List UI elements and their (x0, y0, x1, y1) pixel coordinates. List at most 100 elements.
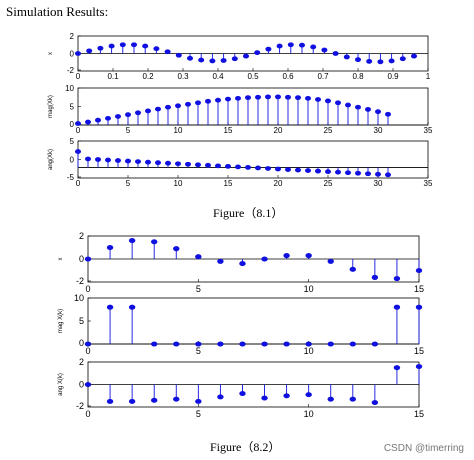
stem-marker-4-12 (349, 341, 356, 347)
stem-marker-1-28 (355, 104, 361, 110)
stem-marker-5-0 (84, 381, 92, 388)
x-tick-label-1-2: 10 (174, 126, 183, 135)
x-tick-label-1-1: 5 (126, 126, 131, 135)
stem-marker-0-10 (187, 55, 193, 61)
stem-marker-3-6 (217, 258, 224, 264)
stem-marker-0-19 (287, 42, 294, 48)
x-tick-label-1-3: 15 (224, 126, 233, 135)
stem-marker-0-18 (276, 43, 283, 49)
y-tick-label-1-1: 5 (70, 103, 75, 112)
stem-marker-3-5 (195, 254, 202, 260)
stem-marker-0-12 (209, 58, 216, 64)
x-tick-label-1-7: 35 (424, 126, 433, 135)
stem-marker-2-9 (165, 160, 171, 166)
y-tick-label-3-2: -2 (76, 276, 84, 286)
stem-marker-1-16 (235, 95, 241, 101)
y-tick-label-3-0: 2 (79, 231, 84, 241)
x-tick-label-2-6: 30 (374, 179, 383, 188)
stem-marker-2-5 (125, 158, 131, 164)
stem-marker-0-2 (97, 45, 104, 51)
stem-marker-2-2 (95, 157, 101, 162)
x-tick-label-2-3: 15 (224, 179, 233, 188)
stem-marker-0-23 (332, 51, 339, 56)
stem-marker-1-26 (335, 100, 341, 106)
stem-marker-0-16 (254, 50, 261, 56)
stem-marker-5-14 (393, 365, 401, 371)
stem-marker-2-3 (105, 157, 111, 163)
stem-marker-2-28 (355, 170, 361, 176)
x-tick-label-4-1: 5 (196, 346, 201, 356)
y-tick-label-2-1: 0 (70, 156, 75, 165)
stem-marker-1-8 (155, 106, 161, 112)
stem-marker-4-11 (327, 341, 334, 347)
axes-frame-4 (87, 297, 420, 345)
stem-marker-2-21 (285, 167, 291, 172)
stem-marker-5-5 (195, 398, 202, 404)
x-tick-label-3-2: 10 (304, 284, 314, 294)
stem-marker-1-21 (285, 94, 291, 100)
stem-marker-0-27 (377, 59, 384, 65)
stem-marker-4-9 (283, 341, 290, 347)
stem-marker-0-25 (355, 57, 361, 63)
stem-marker-0-15 (243, 53, 249, 59)
stem-marker-2-10 (175, 161, 181, 167)
x-tick-label-2-2: 10 (174, 179, 183, 188)
stem-marker-4-15 (415, 304, 423, 310)
stem-marker-2-1 (85, 156, 91, 162)
x-tick-label-0-5: 0.5 (247, 72, 259, 81)
stem-marker-0-1 (86, 48, 93, 54)
stem-marker-2-12 (195, 162, 201, 168)
stem-marker-1-3 (105, 115, 111, 121)
y-tick-label-2-0: 5 (70, 137, 75, 146)
x-tick-label-4-3: 15 (414, 346, 424, 356)
x-tick-label-4-0: 0 (85, 346, 90, 356)
stem-marker-4-8 (261, 341, 268, 347)
y-tick-label-5-2: -2 (76, 401, 84, 411)
stem-marker-0-20 (299, 42, 305, 48)
x-tick-label-3-0: 0 (85, 284, 90, 294)
csdn-watermark: CSDN @timerring (383, 443, 464, 454)
stem-marker-3-11 (327, 258, 334, 264)
stem-marker-0-24 (343, 54, 350, 60)
x-tick-label-0-7: 0.7 (317, 72, 329, 81)
stem-marker-1-4 (115, 114, 121, 119)
stem-marker-2-22 (295, 167, 301, 173)
stem-marker-3-12 (349, 266, 356, 272)
stem-marker-2-20 (275, 166, 281, 172)
y-tick-label-4-2: 0 (79, 338, 84, 348)
y-tick-label-0-1: 0 (70, 50, 75, 59)
stem-marker-5-3 (151, 397, 158, 403)
stem-marker-0-9 (175, 52, 182, 58)
stem-marker-1-17 (245, 95, 251, 101)
x-tick-label-5-2: 10 (304, 409, 314, 419)
stem-marker-0-5 (131, 42, 137, 48)
simulation-results-title: Simulation Results: (6, 4, 109, 19)
stem-marker-5-13 (371, 399, 379, 406)
stem-marker-2-25 (325, 169, 331, 175)
stem-marker-0-26 (366, 58, 373, 64)
stem-marker-2-14 (215, 163, 221, 169)
stem-marker-0-21 (310, 44, 317, 50)
stem-marker-3-15 (415, 267, 423, 274)
stem-marker-2-23 (305, 168, 311, 174)
stem-marker-3-14 (393, 275, 401, 282)
x-tick-label-2-7: 35 (424, 179, 433, 188)
stem-marker-2-27 (345, 170, 351, 176)
stem-marker-2-29 (365, 171, 371, 177)
stem-marker-1-11 (185, 101, 191, 107)
y-axis-label-2: ang(Xk) (48, 149, 54, 170)
stem-marker-1-31 (385, 111, 391, 117)
x-tick-label-4-2: 10 (304, 346, 314, 356)
stem-marker-2-24 (315, 168, 321, 174)
stem-marker-1-19 (265, 94, 271, 100)
stem-marker-5-6 (217, 394, 224, 400)
stem-marker-1-18 (255, 94, 261, 100)
stem-marker-0-3 (108, 43, 115, 49)
y-axis-label-5: ang X(k) (58, 373, 64, 396)
stem-marker-2-31 (385, 172, 391, 178)
stem-marker-2-16 (235, 164, 241, 170)
stem-marker-1-6 (135, 110, 141, 116)
stem-marker-1-15 (225, 96, 231, 102)
figure-8-1-caption: Figure（8.1） (213, 206, 284, 220)
y-tick-label-1-0: 10 (65, 84, 74, 93)
